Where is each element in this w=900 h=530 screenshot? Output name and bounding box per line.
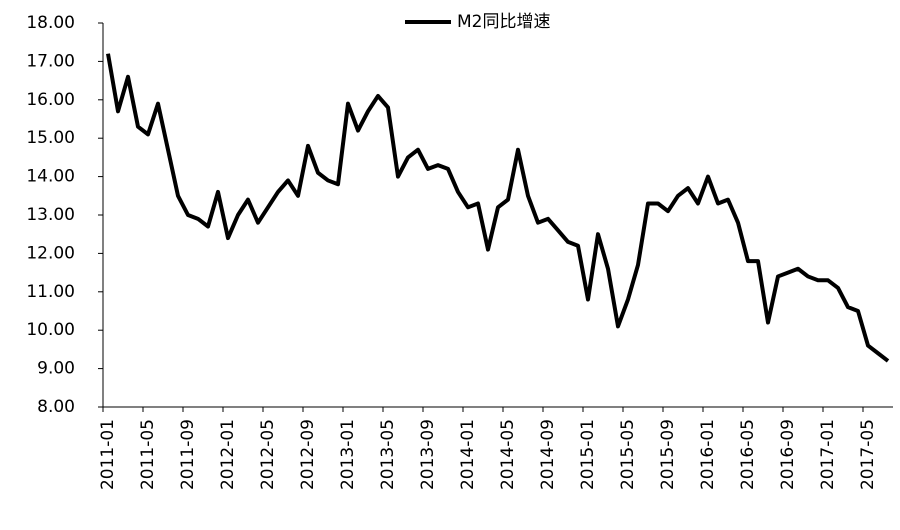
x-tick-label: 2013-05 <box>378 419 398 490</box>
y-tick-label: 16.00 <box>26 90 75 110</box>
x-tick-label: 2013-09 <box>418 419 438 490</box>
x-tick-label: 2016-05 <box>738 419 758 490</box>
x-tick-label: 2015-09 <box>658 419 678 490</box>
y-tick-label: 17.00 <box>26 51 75 71</box>
x-tick-label: 2012-05 <box>258 419 278 490</box>
y-tick-label: 18.00 <box>26 13 75 33</box>
x-tick-label: 2015-05 <box>618 419 638 490</box>
x-tick-label: 2014-09 <box>538 419 558 490</box>
x-tick-label: 2013-01 <box>338 419 358 490</box>
x-tick-label: 2016-09 <box>778 419 798 490</box>
x-tick-label: 2015-01 <box>578 419 598 490</box>
x-tick-label: 2014-05 <box>498 419 518 490</box>
x-tick-label: 2011-01 <box>98 419 118 490</box>
y-tick-label: 11.00 <box>26 282 75 302</box>
x-tick-label: 2012-09 <box>298 419 318 490</box>
x-tick-label: 2012-01 <box>218 419 238 490</box>
x-tick-label: 2016-01 <box>698 419 718 490</box>
y-tick-label: 15.00 <box>26 128 75 148</box>
legend-label: M2同比增速 <box>457 12 550 32</box>
y-tick-label: 8.00 <box>37 397 75 417</box>
y-tick-label: 12.00 <box>26 243 75 263</box>
x-tick-label: 2014-01 <box>458 419 478 490</box>
y-tick-label: 14.00 <box>26 167 75 187</box>
x-tick-label: 2011-05 <box>138 419 158 490</box>
line <box>106 53 890 363</box>
y-tick-label: 9.00 <box>37 359 75 379</box>
y-tick-label: 10.00 <box>26 320 75 340</box>
x-tick-label: 2017-05 <box>858 419 878 490</box>
y-tick-label: 13.00 <box>26 205 75 225</box>
x-tick-label: 2011-09 <box>178 419 198 490</box>
x-tick-label: 2017-01 <box>818 419 838 490</box>
